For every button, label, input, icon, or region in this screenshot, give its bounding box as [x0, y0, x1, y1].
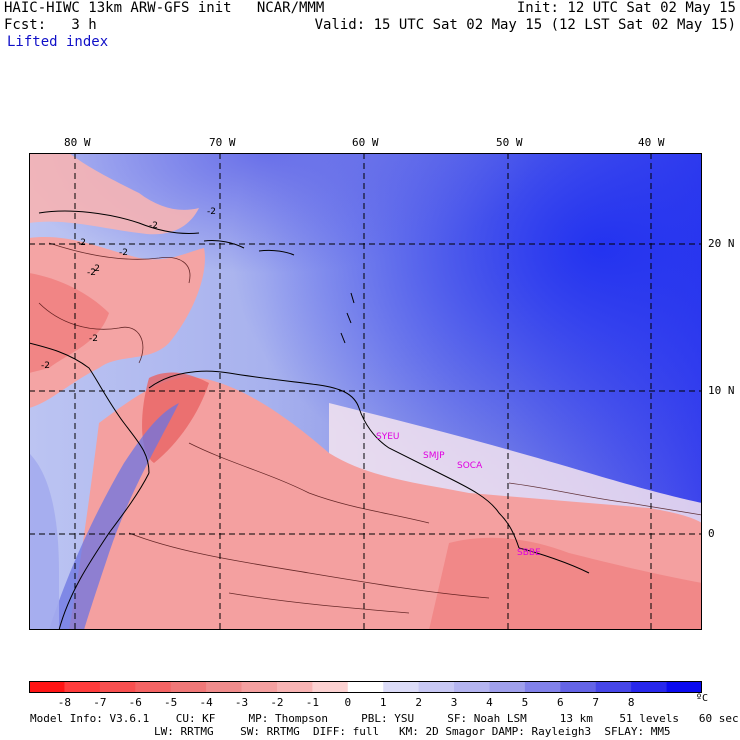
- station-soca: SOCA: [457, 461, 483, 471]
- unstable-area-northwest: [29, 237, 205, 408]
- colorbar-swatch: [276, 681, 313, 693]
- colorbar-tick-label: 0: [344, 696, 352, 709]
- colorbar-swatch: [666, 681, 702, 693]
- colorbar-swatch: [99, 681, 136, 693]
- colorbar-swatch: [560, 681, 597, 693]
- colorbar-tick-label: -7: [93, 696, 107, 709]
- contour-label: -2: [207, 207, 216, 217]
- stable-tongue-andes: [49, 403, 179, 630]
- contour-label: -2: [41, 361, 50, 371]
- model-info-line2: LW: RRTMG SW: RRTMG DIFF: full KM: 2D Sm…: [154, 725, 671, 738]
- contour-label: -2: [87, 268, 96, 278]
- colorbar-swatch: [595, 681, 632, 693]
- lon-label-60w: 60 W: [352, 136, 379, 149]
- colorbar-tick-label: 8: [627, 696, 635, 709]
- graticule: [29, 153, 702, 630]
- colorbar-tick-label: -1: [305, 696, 319, 709]
- colorbar-tick-label: 7: [592, 696, 600, 709]
- colorbar-tick-label: 1: [379, 696, 387, 709]
- colorbar-swatch: [347, 681, 384, 693]
- colorbar-swatch: [29, 681, 65, 693]
- valid-time: Valid: 15 UTC Sat 02 May 15 (12 LST Sat …: [314, 17, 736, 33]
- colorbar-frame: [29, 681, 702, 693]
- colorbar-swatch: [241, 681, 278, 693]
- lat-label-10n: 10 N: [708, 384, 735, 397]
- lat-label-20n: 20 N: [708, 237, 735, 250]
- contour-label: -2: [77, 238, 86, 248]
- colorbar-swatch: [489, 681, 526, 693]
- colorbar-swatch: [383, 681, 420, 693]
- colorbar-swatch: [524, 681, 561, 693]
- lon-label-80w: 80 W: [64, 136, 91, 149]
- contour-lines: [38, 242, 702, 614]
- colorbar-swatch: [418, 681, 455, 693]
- lon-label-50w: 50 W: [496, 136, 523, 149]
- colorbar: [29, 681, 702, 693]
- contour-label: -2: [89, 334, 98, 344]
- colorbar-tick-label: -3: [234, 696, 249, 709]
- model-title: HAIC-HIWC 13km ARW-GFS init NCAR/MMM: [4, 0, 325, 16]
- colorbar-tick-label: 3: [450, 696, 458, 709]
- colorbar-tick-label: 5: [521, 696, 529, 709]
- map-frame: [29, 153, 702, 630]
- forecast-hour: Fcst: 3 h: [4, 17, 97, 33]
- lat-label-equator: 0: [708, 527, 715, 540]
- station-sbbe: SBBE: [517, 548, 541, 558]
- colorbar-swatch: [631, 681, 668, 693]
- colorbar-swatch: [206, 681, 243, 693]
- stable-area-pacific: [29, 453, 59, 630]
- model-info-line1: Model Info: V3.6.1 CU: KF MP: Thompson P…: [30, 712, 739, 725]
- colorbar-tick-label: 2: [415, 696, 422, 709]
- colorbar-swatch: [312, 681, 349, 693]
- colorbar-tick-label: -6: [128, 696, 142, 709]
- colorbar-tick-label: -8: [57, 696, 72, 709]
- unstable-area-cuba: [29, 153, 199, 235]
- colorbar-swatch: [64, 681, 101, 693]
- field-name: Lifted index: [7, 34, 109, 50]
- station-syeu: SYEU: [376, 432, 399, 442]
- contour-label: -2: [119, 248, 128, 258]
- init-time: Init: 12 UTC Sat 02 May 15: [516, 0, 736, 16]
- colorbar-tick-label: 6: [557, 696, 564, 709]
- lon-label-40w: 40 W: [638, 136, 665, 149]
- contour-value-labels: -2 -2 -2 -2 -2 -2 -2 -2: [41, 207, 216, 371]
- contour-label: -2: [91, 264, 100, 274]
- contour-label: -2: [149, 221, 158, 231]
- colorbar-tick-label: -4: [199, 696, 213, 709]
- station-smjp: SMJP: [423, 451, 445, 461]
- lon-label-70w: 70 W: [209, 136, 236, 149]
- unstable-core-amazon: [429, 537, 702, 630]
- colorbar-swatch: [135, 681, 172, 693]
- lifted-index-map: -2 -2 -2 -2 -2 -2 -2 -2 SYEU SMJP SOCA S…: [29, 153, 702, 630]
- colorbar-tick-label: -2: [270, 696, 284, 709]
- colorbar-swatch: [170, 681, 207, 693]
- colorbar-unit: ºC: [696, 693, 709, 704]
- colorbar-tick-label: 4: [486, 696, 493, 709]
- colorbar-tick-label: -5: [164, 696, 178, 709]
- colorbar-swatch: [454, 681, 490, 693]
